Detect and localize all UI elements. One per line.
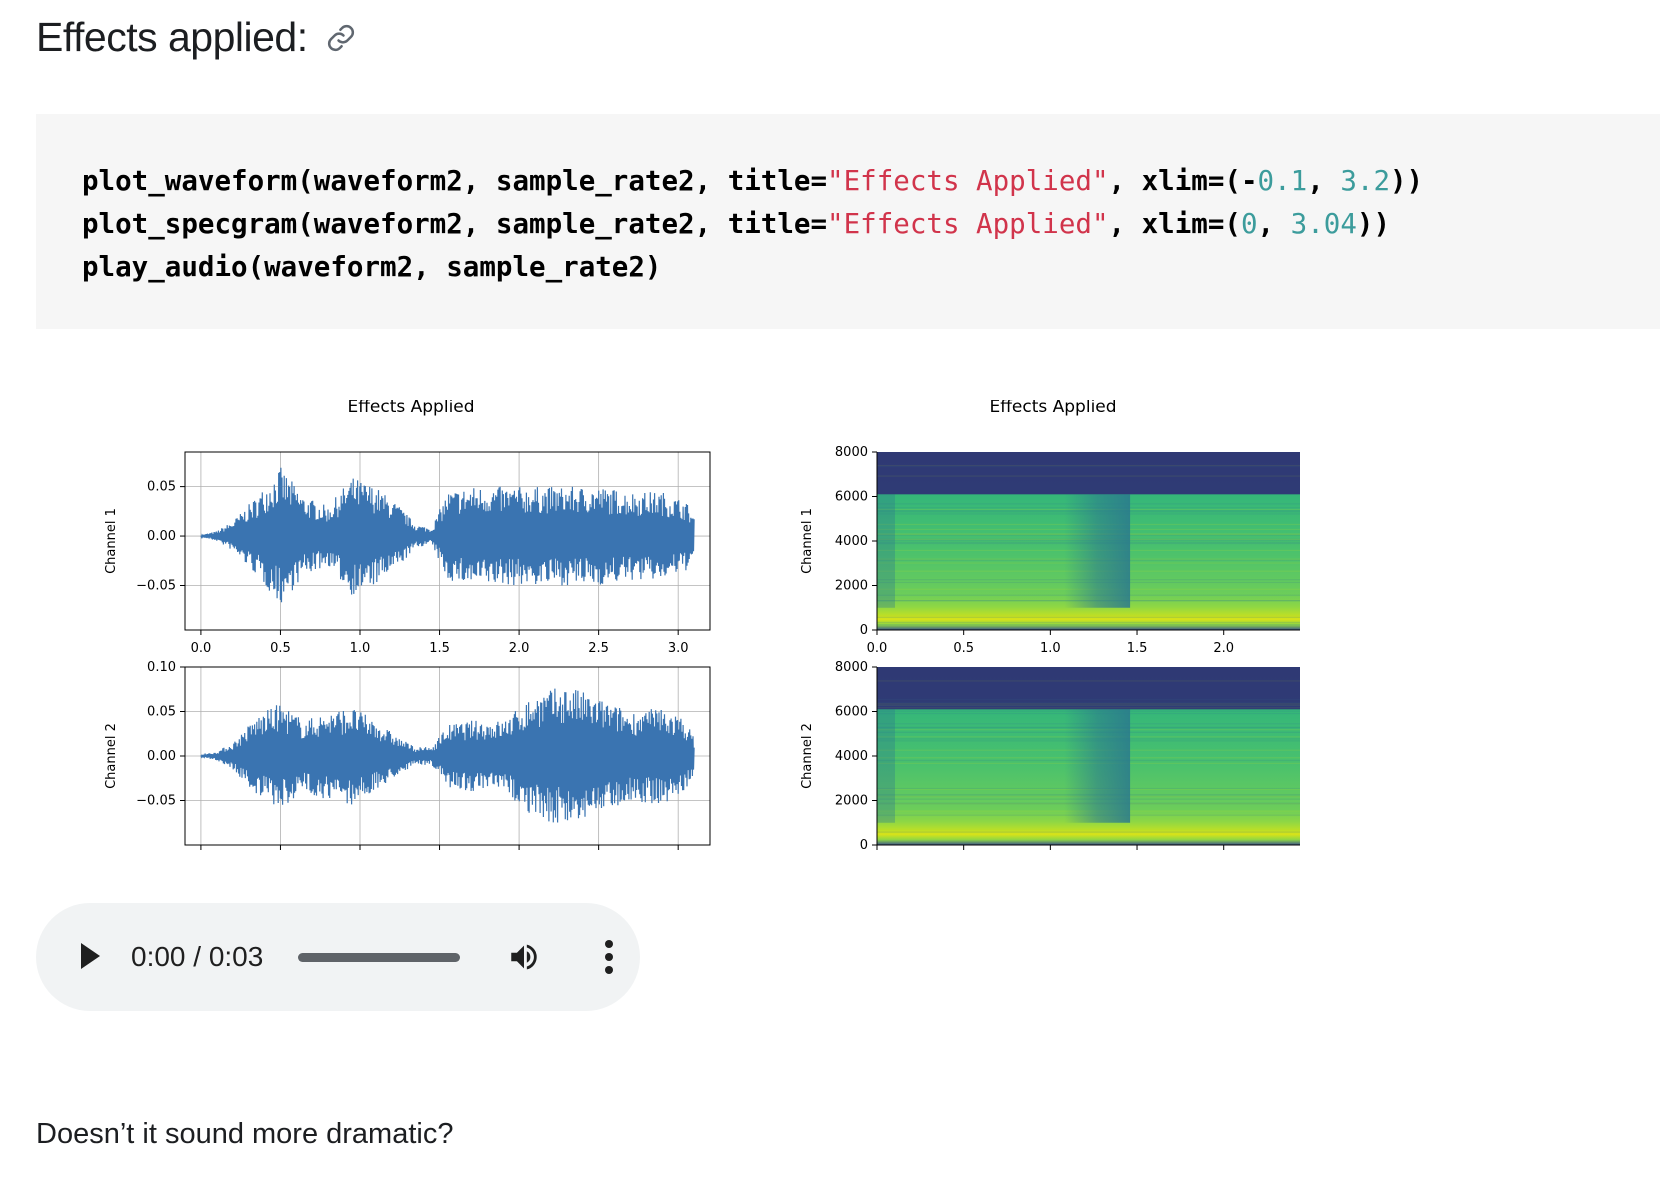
x-tick-label: 2.5 [588, 641, 609, 656]
waveform-panels: 0.0 0.5 1.0 1.5 2.0 2.5 3.0 0.05 0.00 −0.05 Channe… [104, 451, 711, 850]
y-tick-label: 0.00 [147, 749, 176, 764]
spectrogram-band [877, 614, 1300, 616]
spectrogram-high-band [877, 452, 1300, 495]
y-tick-label: 0.05 [147, 705, 176, 720]
audio-player: 0:00 / 0:03 [36, 903, 640, 1011]
code-number: 0.1 [1257, 165, 1308, 197]
y-tick-label: 0.10 [147, 660, 176, 675]
play-icon[interactable] [78, 941, 102, 975]
code-line: plot_specgram(waveform2, sample_rate2, t… [82, 203, 1660, 246]
audio-progress-slider[interactable] [298, 953, 460, 962]
code-text: )) [1356, 208, 1391, 240]
code-string: "Effects Applied" [827, 165, 1109, 197]
code-block: plot_waveform(waveform2, sample_rate2, t… [36, 114, 1660, 329]
y-tick-label: 8000 [835, 660, 868, 675]
y-tick-label: −0.05 [136, 794, 176, 809]
audio-time: 0:00 / 0:03 [131, 941, 264, 972]
y-tick-label: 0.00 [147, 529, 176, 544]
y-axis-label: Channel 1 [800, 508, 815, 574]
y-tick-label: 2000 [835, 794, 868, 809]
spectrogram-panel: 0.00.51.01.52.02.53.002000400060008000Ch… [800, 660, 1300, 853]
waveform-panel: 0.0 0.5 1.0 1.5 2.0 2.5 3.0 0.05 0.00 −0.05 Channe… [104, 451, 711, 656]
code-text: plot_specgram(waveform2, sample_rate2, t… [82, 208, 828, 240]
link-icon[interactable] [326, 23, 356, 53]
y-tick-label: 6000 [835, 490, 868, 505]
x-tick-label: 1.0 [350, 641, 371, 656]
section-heading-row: Effects applied: [36, 14, 356, 61]
code-text: , xlim=( [1108, 208, 1241, 240]
code-number: 0 [1240, 208, 1258, 240]
spectrogram-notch [1064, 494, 1131, 608]
spectrogram-edge [877, 494, 895, 608]
x-tick-label: 2.0 [509, 641, 530, 656]
code-text: , xlim=(- [1108, 165, 1258, 197]
spectrogram-notch [1064, 709, 1131, 823]
spectrogram-band [877, 831, 1300, 833]
code-number: 3.2 [1340, 165, 1390, 197]
x-tick-label: 3.0 [668, 641, 689, 656]
x-tick-label: 1.0 [1040, 641, 1061, 656]
plot-frame [184, 666, 711, 846]
y-tick-label: 6000 [835, 705, 868, 720]
closing-paragraph: Doesn’t it sound more dramatic? [36, 1118, 454, 1150]
spectrogram-panel: 0.00.51.01.52.02.53.002000400060008000Ch… [800, 445, 1300, 656]
code-line: plot_waveform(waveform2, sample_rate2, t… [82, 160, 1660, 203]
y-tick-label: 4000 [835, 749, 868, 764]
code-string: "Effects Applied" [827, 208, 1109, 240]
spectrogram-band [877, 621, 1300, 624]
spectrogram-band [877, 829, 1300, 831]
x-tick-label: 0.0 [867, 641, 888, 656]
waveform-panel: 0.00.51.01.52.02.53.00.100.050.00−0.05Ch… [104, 660, 711, 850]
y-tick-label: 8000 [835, 445, 868, 460]
section-heading: Effects applied: [36, 14, 308, 60]
x-tick-label: 0.0 [191, 641, 212, 656]
x-tick-label: 1.5 [429, 641, 450, 656]
spectrogram-panels: 0.00.51.01.52.02.53.002000400060008000Ch… [800, 445, 1300, 853]
waveform-title: Effects Applied [347, 400, 474, 417]
spectrogram-band [877, 616, 1300, 618]
code-text: , [1257, 208, 1291, 240]
spectrogram-high-band [877, 667, 1300, 710]
code-text: , [1307, 165, 1341, 197]
code-text: plot_waveform(waveform2, sample_rate2, t… [82, 165, 828, 197]
y-tick-label: 0.05 [147, 480, 176, 495]
y-axis-label: Channel 2 [800, 723, 815, 789]
y-tick-label: 4000 [835, 534, 868, 549]
plot-figure: Effects Applied Effects Applied 0.0 0.5 1.… [104, 400, 1300, 853]
spectrogram-band [877, 624, 1300, 626]
waveform-line [200, 688, 695, 823]
spectrogram-edge [877, 709, 895, 823]
y-axis-label: Channel 2 [104, 723, 119, 789]
y-tick-label: 2000 [835, 579, 868, 594]
x-tick-label: 2.0 [1213, 641, 1234, 656]
y-tick-label: 0 [860, 838, 868, 853]
volume-icon[interactable] [506, 940, 542, 978]
more-options-icon[interactable] [604, 939, 614, 979]
y-tick-label: 0 [860, 623, 868, 638]
y-axis-label: Channel 1 [104, 508, 119, 574]
x-tick-label: 0.5 [270, 641, 291, 656]
waveform-line [200, 467, 695, 603]
plot-frame [184, 451, 711, 631]
code-line: play_audio(waveform2, sample_rate2) [82, 246, 1660, 289]
x-tick-label: 0.5 [953, 641, 974, 656]
x-tick-label: 1.5 [1127, 641, 1148, 656]
code-text: play_audio(waveform2, sample_rate2) [82, 251, 662, 283]
code-text: )) [1390, 165, 1424, 197]
y-tick-label: −0.05 [136, 579, 176, 594]
code-number: 3.04 [1290, 208, 1357, 240]
spectrogram-title: Effects Applied [989, 400, 1116, 417]
